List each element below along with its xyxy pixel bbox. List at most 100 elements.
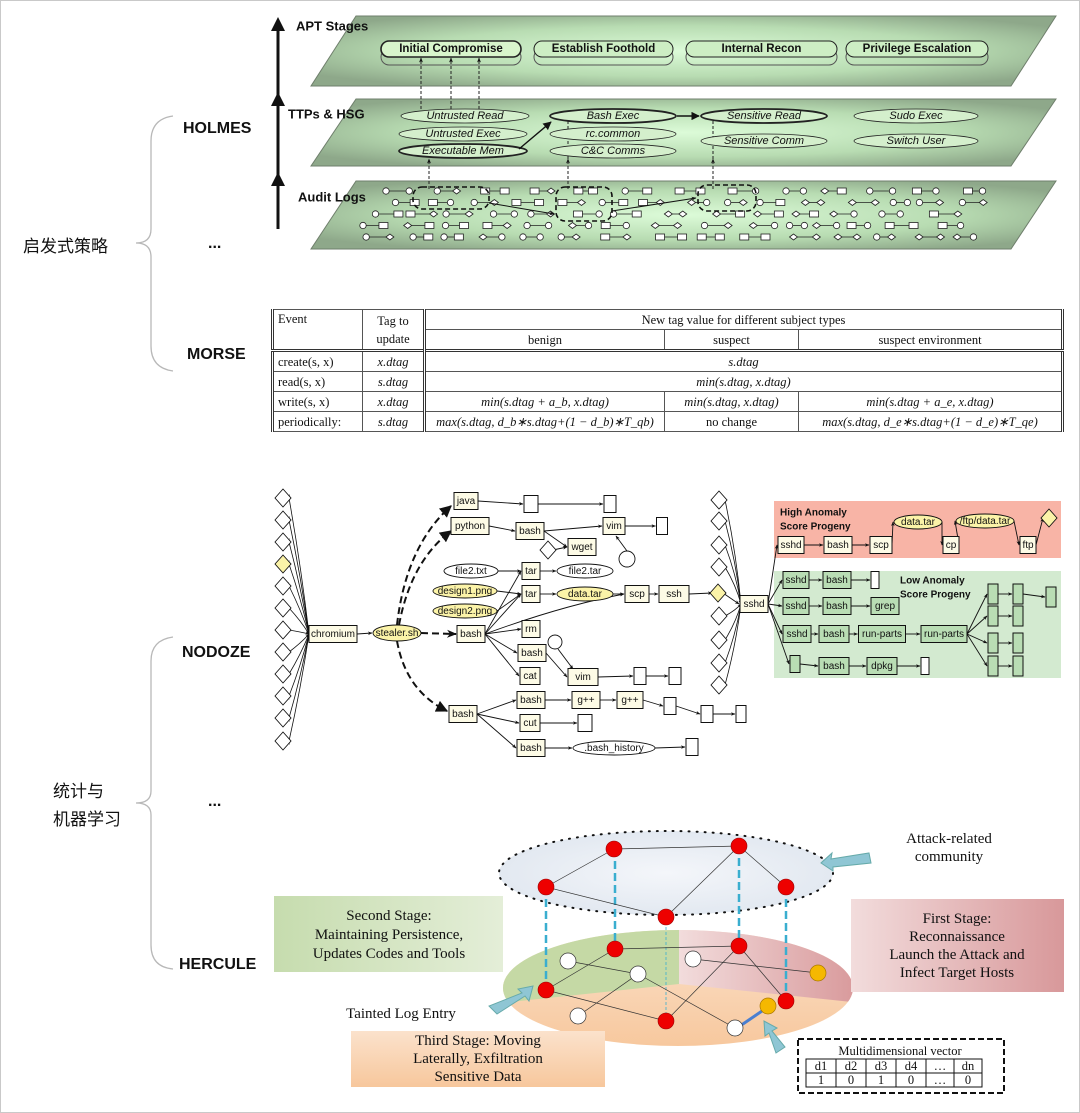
log-node [464, 210, 474, 218]
node-label: bash [520, 743, 542, 754]
method-ellipsis-1: ... [208, 235, 222, 252]
log-node [529, 187, 540, 195]
log-node [441, 221, 450, 230]
method-ellipsis-2: ... [208, 793, 222, 810]
log-node [405, 187, 413, 195]
dashed-edge [396, 640, 449, 712]
log-node [362, 233, 370, 241]
log-node [502, 222, 512, 229]
file-node [556, 563, 614, 579]
log-node [423, 233, 434, 241]
log-node [809, 210, 819, 218]
log-node [799, 187, 807, 195]
header-group: New tag value for different subject type… [423, 309, 1063, 330]
layer-label-audit: Audit Logs [298, 190, 366, 205]
edge [966, 593, 988, 635]
graph-edge [545, 848, 615, 888]
process-node [519, 714, 541, 732]
low-anomaly-title: Low Anomaly [900, 576, 965, 587]
node-label: run-parts [862, 629, 902, 640]
header-suspect-env: suspect environment [798, 329, 1063, 351]
socket-node [274, 708, 292, 728]
node-label: bash [823, 661, 845, 672]
log-node [482, 222, 493, 229]
node-label: bash [826, 601, 848, 612]
edge [1013, 520, 1020, 546]
log-node [631, 210, 642, 218]
file-node [955, 513, 1015, 529]
log-node [852, 233, 862, 241]
socket-node [274, 642, 292, 662]
process-node [789, 655, 801, 673]
node-label: bash [460, 629, 482, 640]
log-node [756, 198, 764, 207]
graph-edge [613, 845, 740, 850]
second-stage-text: Maintaining Persistence, [315, 927, 463, 943]
table-row: periodically: s.dtag max(s.dtag, d_b∗s.d… [272, 411, 1063, 432]
log-node [393, 210, 404, 218]
log-node [622, 221, 630, 230]
node-label: ftp [1022, 540, 1034, 551]
graph-edge [738, 945, 787, 1002]
log-node [903, 198, 911, 207]
ttp-label: Sudo Exec [889, 110, 943, 122]
cell-tag: x.dtag [377, 394, 409, 409]
ttp-label: Bash Exec [587, 110, 640, 122]
log-node [478, 233, 488, 241]
node-label: bash [520, 695, 542, 706]
log-node [403, 222, 413, 229]
graph-edge [577, 973, 639, 1017]
log-node [829, 210, 839, 218]
attack-node [537, 981, 555, 999]
header-tag-line1: Tag to [377, 313, 409, 328]
log-node [480, 187, 491, 195]
file-node [556, 586, 614, 602]
log-node [978, 199, 988, 206]
node-label: bash [823, 629, 845, 640]
log-node [952, 233, 962, 241]
log-node [499, 187, 510, 195]
socket-node [710, 511, 728, 531]
vector-dim: d1 [815, 1059, 828, 1073]
log-node [714, 233, 725, 241]
log-node [911, 187, 922, 195]
log-node [873, 233, 881, 241]
cell-env: max(s.dtag, d_e∗s.dtag+(1 − d_e)∗T_qe) [822, 414, 1038, 429]
attack-node [730, 937, 748, 955]
log-node [622, 233, 632, 241]
ttp-node [398, 143, 528, 159]
process-node [453, 492, 479, 510]
node-label: file2.txt [455, 566, 487, 577]
process-node [663, 697, 677, 715]
header-tag: Tag to update [362, 309, 425, 351]
socket-node [274, 731, 292, 751]
log-node [678, 210, 688, 218]
edge [767, 544, 779, 605]
node-label: .bash_history [584, 743, 643, 754]
process-node [668, 667, 682, 685]
socket-node [274, 510, 292, 530]
cell-event: periodically: [272, 411, 363, 432]
log-node [527, 210, 535, 218]
node-label: data.tar [568, 589, 603, 600]
log-node [775, 199, 786, 206]
node-label: /ftp/data.tar [960, 516, 1011, 527]
second-stage-text: Updates Codes and Tools [313, 946, 466, 962]
log-node [446, 198, 455, 207]
vector-dim: d3 [875, 1059, 888, 1073]
file-node [893, 514, 943, 530]
node-label: data.tar [901, 517, 936, 528]
edge [476, 699, 517, 715]
process-node [987, 632, 999, 654]
log-node [451, 187, 462, 195]
edge [1035, 517, 1044, 546]
node-label: java [456, 496, 476, 507]
process-node [624, 585, 650, 603]
ttp-node [549, 143, 677, 159]
log-node [453, 233, 464, 241]
socket-node [274, 620, 292, 640]
edge [767, 603, 783, 635]
node-label: bash [826, 575, 848, 586]
log-node [696, 233, 707, 241]
file-node [372, 624, 422, 642]
